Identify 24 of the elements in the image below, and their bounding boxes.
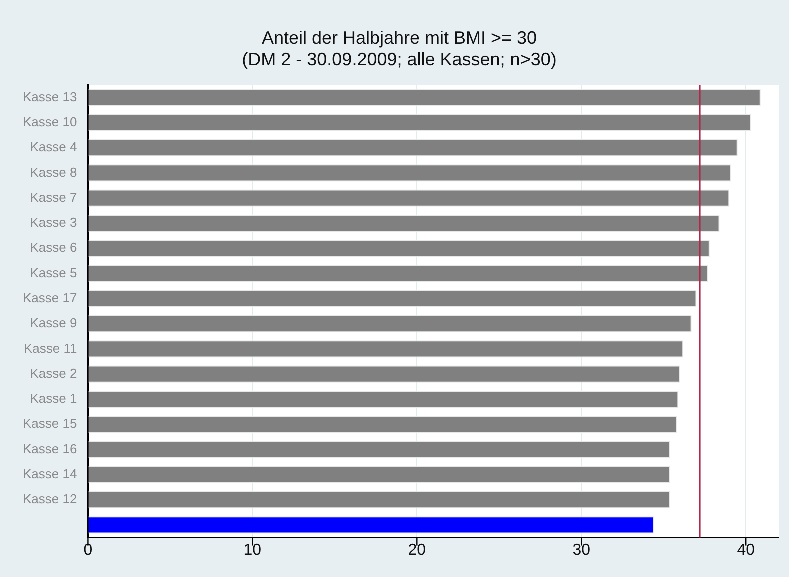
y-tick-label: Kasse 14	[23, 466, 78, 482]
y-tick-label: Kasse 12	[23, 492, 78, 507]
y-tick-label: Kasse 9	[30, 316, 78, 331]
y-tick-label: Kasse 8	[30, 164, 78, 180]
x-tick-label: 0	[84, 542, 93, 559]
y-tick-label: Kasse 6	[30, 240, 78, 256]
y-tick-label: Kasse 1	[30, 391, 78, 406]
y-tick-label: Kasse 4	[30, 140, 78, 155]
x-tick-label: 30	[572, 542, 591, 559]
y-tick-label: Kasse 10	[23, 114, 78, 130]
y-tick-label: Kasse 2	[30, 366, 78, 381]
y-tick-label: Kasse 3	[30, 215, 78, 230]
y-tick-label: Kasse 13	[23, 89, 78, 104]
x-tick-label: 10	[244, 542, 262, 559]
y-tick-label: Kasse 15	[23, 416, 78, 432]
chart-title: Anteil der Halbjahre mit BMI >= 30	[262, 28, 538, 48]
y-tick-label: Kasse 11	[24, 340, 78, 356]
x-tick-label: 20	[408, 542, 426, 559]
y-tick-label: Kasse 7	[30, 190, 78, 205]
y-tick-label: Kasse 5	[30, 265, 78, 280]
x-tick-label: 40	[737, 542, 756, 559]
chart-subtitle: (DM 2 - 30.09.2009; alle Kassen; n>30)	[242, 49, 557, 70]
y-tick-label: Kasse 16	[23, 441, 78, 456]
y-tick-label: Kasse 17	[23, 290, 78, 306]
